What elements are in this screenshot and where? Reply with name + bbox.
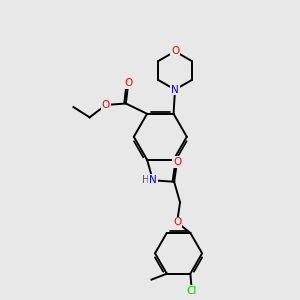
Text: O: O — [173, 157, 181, 167]
Text: N: N — [149, 175, 157, 185]
Text: N: N — [171, 85, 179, 95]
Text: O: O — [173, 218, 181, 227]
Text: H: H — [142, 175, 149, 185]
Text: O: O — [171, 46, 179, 56]
Text: O: O — [124, 79, 132, 88]
Text: Cl: Cl — [187, 286, 197, 296]
Text: O: O — [102, 100, 110, 110]
